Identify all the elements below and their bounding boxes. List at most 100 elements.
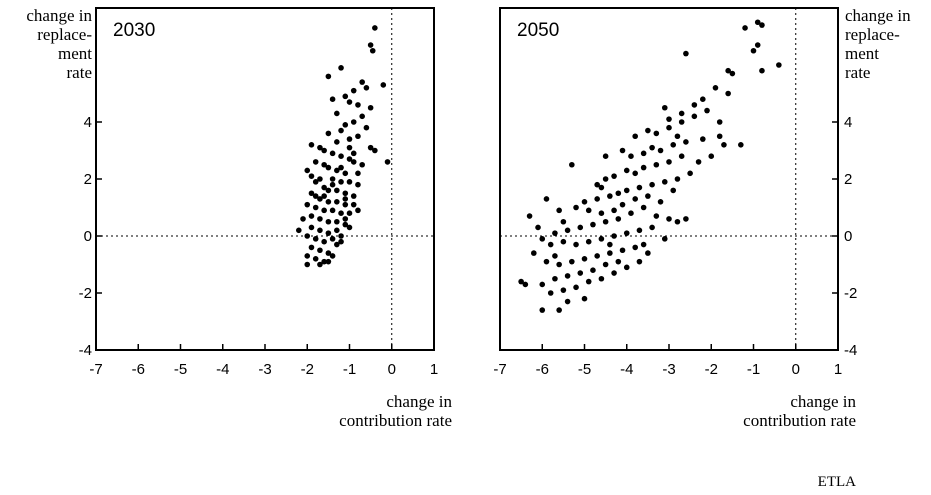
data-point [350, 201, 357, 208]
y-tick-label: 4 [84, 114, 92, 131]
data-point [590, 221, 596, 228]
data-point [325, 258, 332, 265]
x-tick-label: -6 [536, 361, 549, 378]
y-axis-ticks: -4 -2 0 2 4 [79, 114, 102, 359]
data-point [653, 161, 660, 168]
data-point [317, 261, 323, 268]
data-point [649, 224, 655, 231]
x-label-line: change in [790, 392, 856, 411]
data-point [585, 207, 592, 214]
data-point [695, 159, 702, 165]
data-point [602, 218, 609, 225]
data-point [700, 96, 706, 102]
data-point [334, 227, 340, 234]
data-point [296, 227, 302, 234]
data-point [607, 193, 613, 199]
data-point [359, 113, 365, 120]
data-point [657, 199, 664, 205]
data-point [338, 233, 344, 239]
x-tick-label: -4 [216, 361, 229, 378]
data-point [725, 90, 731, 97]
data-point [317, 227, 323, 234]
data-point [342, 201, 349, 208]
data-point [539, 307, 546, 313]
data-point [359, 161, 365, 168]
y-tick-label: 0 [84, 228, 92, 245]
data-point [329, 253, 336, 259]
data-point [317, 144, 323, 151]
data-point [725, 67, 731, 74]
data-point [317, 247, 323, 254]
data-point [321, 184, 327, 191]
data-point [678, 110, 685, 117]
data-point [704, 107, 710, 114]
data-point [636, 258, 643, 265]
data-point [653, 213, 660, 219]
data-point [547, 290, 554, 296]
data-point [560, 218, 567, 225]
data-point [729, 70, 736, 77]
data-point [666, 216, 672, 222]
data-point [738, 142, 744, 148]
data-point [312, 255, 319, 262]
data-point [346, 144, 353, 151]
data-point [649, 144, 655, 151]
data-point [325, 187, 332, 194]
x-tick-label: -6 [132, 361, 145, 378]
data-point [342, 122, 349, 128]
data-point [304, 201, 311, 208]
data-point [670, 142, 677, 148]
data-point [759, 22, 765, 28]
data-point [367, 144, 374, 151]
data-point [338, 179, 344, 185]
data-point [346, 99, 353, 105]
data-point [628, 153, 634, 159]
data-point [653, 130, 660, 137]
data-point [300, 216, 306, 222]
data-point [759, 67, 765, 74]
data-point [355, 181, 361, 188]
y-axis-ticks: -4 -2 0 2 4 [832, 114, 857, 359]
y-label-line: replace- [37, 25, 92, 44]
data-point [334, 199, 340, 205]
x-label-line: contribution rate [743, 411, 856, 430]
data-point [363, 85, 370, 91]
x-tick-label: -2 [301, 361, 314, 378]
data-point [602, 153, 609, 159]
data-point [338, 153, 344, 159]
plot-frame [95, 7, 435, 351]
data-point [700, 136, 706, 142]
data-point [346, 179, 353, 185]
data-point [556, 261, 562, 268]
y-label-line: ment [845, 44, 879, 63]
data-point [355, 170, 361, 177]
data-point [581, 295, 588, 302]
data-point [312, 159, 319, 165]
data-point [338, 127, 344, 134]
x-tick-label: -7 [89, 361, 102, 378]
data-point [338, 238, 344, 245]
x-label-line: change in [386, 392, 452, 411]
y-label-line: replace- [845, 25, 900, 44]
data-point [334, 110, 340, 117]
x-tick-label: -4 [620, 361, 633, 378]
data-point [585, 238, 592, 245]
source-label: ETLA [817, 474, 856, 490]
data-point [355, 207, 361, 214]
data-point [598, 210, 605, 216]
data-point [636, 184, 643, 191]
data-point [657, 147, 664, 154]
data-point [573, 241, 579, 248]
data-point [611, 233, 617, 239]
data-point [355, 102, 361, 108]
data-point [716, 119, 723, 125]
data-point [321, 258, 327, 265]
y-tick-label: -4 [844, 342, 857, 359]
data-point [355, 133, 361, 140]
x-tick-label: -5 [578, 361, 591, 378]
data-point [590, 267, 596, 274]
data-point [338, 210, 344, 216]
data-point [308, 190, 315, 197]
data-point [384, 159, 391, 165]
